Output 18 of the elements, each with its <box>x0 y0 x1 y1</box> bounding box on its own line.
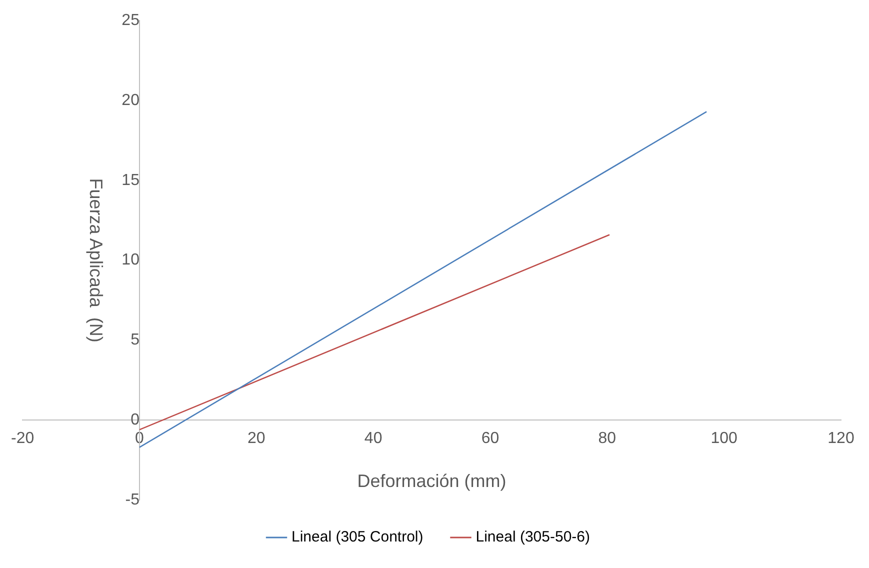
x-tick-label: 40 <box>364 430 382 448</box>
y-tick-label: 0 <box>130 412 140 429</box>
legend-label: Lineal (305-50-6) <box>476 528 590 546</box>
x-tick-label: 20 <box>248 430 266 448</box>
x-tick-label: -20 <box>11 430 34 448</box>
y-axis-title: Fuerza Aplicada (N) <box>86 178 106 342</box>
x-tick-label: 80 <box>598 430 616 448</box>
y-tick-label: 10 <box>122 252 140 269</box>
y-tick-label: 20 <box>122 92 140 109</box>
y-tick-label: 5 <box>130 332 140 349</box>
y-tick-label: -5 <box>125 491 140 508</box>
x-tick-label: 60 <box>481 430 500 448</box>
x-tick-label: 120 <box>828 430 854 448</box>
x-tick-label: 100 <box>710 430 738 448</box>
y-tick-label: 25 <box>122 12 140 30</box>
y-tick-label: 15 <box>122 172 140 189</box>
x-axis-title: Deformación (mm) <box>357 471 506 492</box>
legend-label: Lineal (305 Control) <box>292 528 424 546</box>
